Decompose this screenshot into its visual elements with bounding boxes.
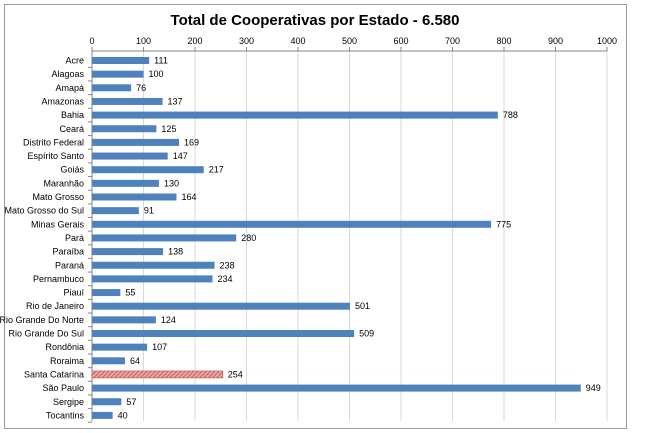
category-label: Distrito Federal — [23, 137, 84, 147]
bar — [92, 275, 213, 283]
bar — [92, 330, 355, 337]
category-label: Sergipe — [53, 397, 84, 407]
x-tick-label: 100 — [136, 36, 151, 46]
chart-title: Total de Cooperativas por Estado - 6.580 — [170, 12, 460, 29]
category-label: Minas Gerais — [31, 219, 85, 229]
bar — [92, 289, 121, 297]
data-label: 130 — [164, 178, 179, 188]
category-label: Bahia — [61, 110, 84, 120]
category-label: Pernambuco — [33, 274, 84, 284]
x-tick-label: 700 — [445, 36, 460, 46]
data-label: 100 — [149, 69, 164, 79]
data-label: 64 — [130, 356, 140, 366]
bar — [92, 84, 132, 92]
data-label: 949 — [586, 383, 601, 393]
x-tick-label: 200 — [187, 36, 202, 46]
bar — [92, 234, 237, 242]
category-label: Santa Catarina — [24, 369, 84, 379]
bar — [92, 398, 122, 406]
category-label: Amazonas — [41, 96, 84, 106]
x-tick-label: 500 — [342, 36, 357, 46]
data-label: 234 — [218, 274, 233, 284]
data-label: 107 — [152, 342, 167, 352]
bar — [92, 248, 164, 256]
category-label: Mato Grosso — [32, 192, 84, 202]
category-label: Roraima — [50, 356, 84, 366]
category-label: Maranhão — [43, 178, 84, 188]
bar — [92, 207, 139, 215]
category-label: Ceará — [59, 124, 84, 134]
data-label: 137 — [168, 96, 183, 106]
bar — [92, 343, 148, 351]
category-label: Pará — [65, 233, 84, 243]
data-label: 788 — [503, 110, 518, 120]
category-label: Piauí — [63, 288, 84, 298]
data-label: 775 — [496, 219, 511, 229]
bar — [92, 411, 113, 419]
x-tick-label: 400 — [290, 36, 305, 46]
bar — [92, 97, 163, 105]
category-axis: Acre Alagoas Amapá Amazonas Bahia Ceará Distri… — [0, 51, 93, 423]
data-label: 217 — [209, 165, 224, 175]
bar — [92, 302, 351, 310]
data-label: 125 — [161, 124, 176, 134]
category-label: Espírito Santo — [27, 151, 84, 161]
bar — [92, 57, 150, 64]
x-tick-label: 300 — [239, 36, 254, 46]
data-label: 509 — [359, 329, 374, 339]
category-label: Paraíba — [52, 247, 84, 257]
category-label: Goiás — [60, 165, 84, 175]
data-label: 138 — [168, 247, 183, 257]
category-label: Alagoas — [51, 69, 84, 79]
x-tick-label: 0 — [89, 36, 94, 46]
category-label: Acre — [65, 56, 84, 66]
data-label: 40 — [118, 410, 128, 420]
bar — [92, 384, 581, 392]
bar — [92, 111, 498, 119]
data-label: 280 — [241, 233, 256, 243]
x-tick-label: 900 — [548, 36, 563, 46]
x-axis: 0 100 200 300 400 500 600 700 800 900 1000 — [89, 36, 617, 52]
data-label: 91 — [144, 206, 154, 216]
data-label: 254 — [228, 369, 243, 379]
bar — [92, 357, 125, 365]
x-tick-label: 800 — [496, 36, 511, 46]
bar — [92, 166, 204, 174]
data-label: 76 — [136, 83, 146, 93]
x-tick-label: 1000 — [597, 36, 617, 46]
category-label: Tocantins — [46, 410, 85, 420]
category-label: Rio de Janeiro — [26, 301, 84, 311]
data-label: 147 — [173, 151, 188, 161]
bar — [92, 179, 159, 187]
category-label: Rondônia — [45, 342, 84, 352]
data-label: 169 — [184, 137, 199, 147]
data-label: 501 — [355, 301, 370, 311]
bar — [92, 316, 156, 324]
x-tick-label: 600 — [393, 36, 408, 46]
data-label: 164 — [181, 192, 196, 202]
data-label: 111 — [154, 56, 168, 66]
data-label: 238 — [220, 260, 235, 270]
bar — [92, 70, 144, 78]
bar-highlighted — [91, 370, 224, 379]
category-label: Mato Grosso do Sul — [4, 206, 84, 216]
category-label: Amapá — [55, 83, 84, 93]
category-label: Paraná — [55, 260, 84, 270]
bar — [92, 125, 157, 133]
category-label: Rio Grande Do Norte — [0, 315, 84, 325]
bar — [92, 220, 492, 228]
bar — [92, 152, 168, 160]
bar — [92, 261, 215, 269]
category-label: Rio Grande Do Sul — [8, 329, 84, 339]
category-label: São Paulo — [42, 383, 84, 393]
data-label: 124 — [161, 315, 176, 325]
bar — [92, 193, 177, 201]
data-label: 55 — [125, 288, 135, 298]
bar — [92, 138, 180, 146]
data-label: 57 — [126, 397, 136, 407]
